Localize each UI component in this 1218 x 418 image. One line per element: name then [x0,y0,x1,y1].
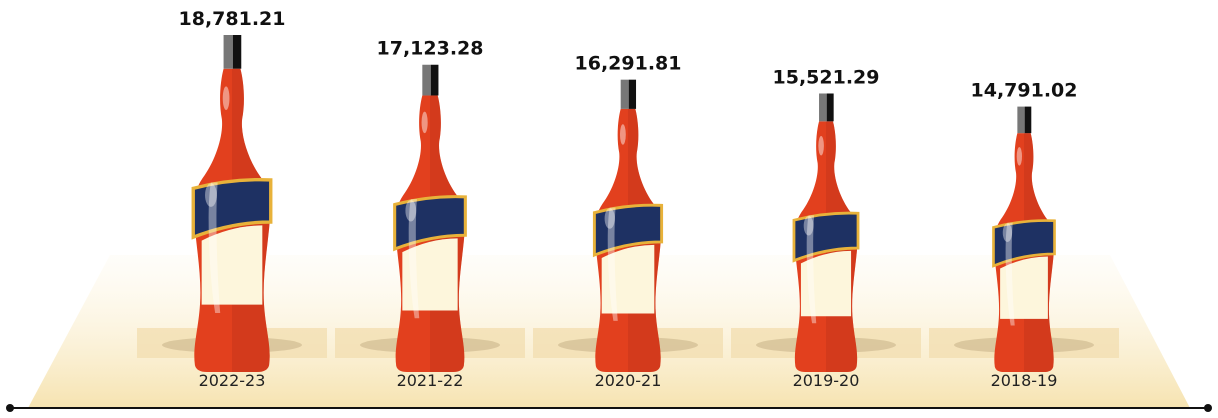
bottle-highlight [605,208,615,228]
bottle [794,93,858,372]
bottle-cap [233,35,241,69]
bottle-highlight [804,216,814,235]
chart: 18,781.21 2022-23 17,123.28 2021-22 16,291.8… [0,0,1218,418]
bottle [993,107,1054,372]
bottle-cap [629,80,636,109]
bottle-cap [224,35,233,69]
value-label: 14,791.02 [971,80,1078,102]
bottle-highlight [1017,147,1022,166]
category-label: 2021-22 [397,371,464,390]
bottle-highlight [405,200,416,222]
bottle-cap [621,80,629,109]
bottle [395,65,466,372]
bottle [594,80,661,372]
bottle-cap [1017,107,1024,134]
bottle-highlight [818,136,824,155]
bottle-cap [1025,107,1032,134]
value-label: 15,521.29 [773,66,880,88]
baseline-dot [1204,404,1212,412]
category-label: 2020-21 [595,371,662,390]
bottle-cap [827,93,834,121]
category-label: 2018-19 [991,371,1058,390]
bottle-highlight [620,124,626,144]
value-label: 17,123.28 [377,38,484,60]
bottle-highlight [205,183,217,207]
value-label: 18,781.21 [179,8,286,30]
bottle-cap [422,65,430,96]
bottle [193,35,271,372]
bottle-cap [431,65,439,96]
category-label: 2022-23 [199,371,266,390]
bottle-highlight [422,112,428,134]
bottle-cap [819,93,827,121]
bottle-highlight [223,86,230,110]
value-label: 16,291.81 [575,53,682,75]
category-label: 2019-20 [793,371,860,390]
baseline-dot [6,404,14,412]
bottle-highlight [1003,223,1012,242]
